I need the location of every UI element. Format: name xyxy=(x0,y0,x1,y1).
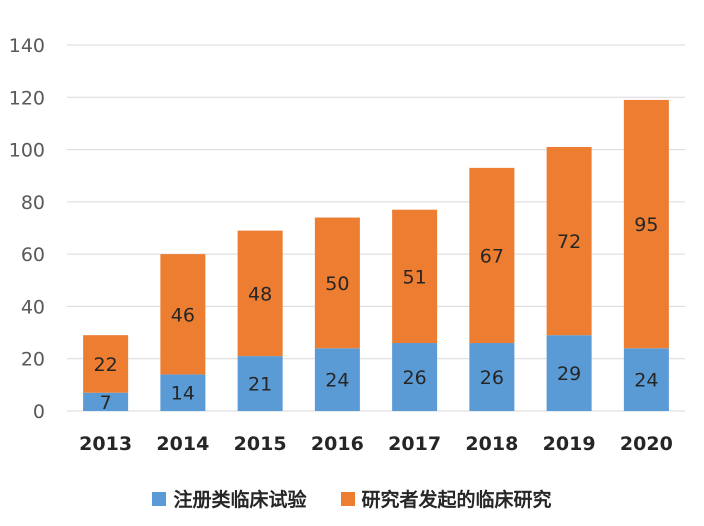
bar-series-1-2020 xyxy=(623,348,669,411)
bar-series-2-2020 xyxy=(623,99,669,349)
x-category-label-2016: 2016 xyxy=(311,433,364,455)
data-label-series-1-2014: 14 xyxy=(171,383,195,405)
x-category-label-2018: 2018 xyxy=(465,433,518,455)
legend-swatch-series-1 xyxy=(152,491,167,506)
data-labels: 7 22 14 46 21 48 24 50 26 51 26 67 29 72 24 95 xyxy=(94,214,659,414)
y-tick-label-0: 0 xyxy=(33,401,45,423)
bar-series-1-2013 xyxy=(83,392,129,411)
y-tick-label-80: 80 xyxy=(21,192,45,214)
data-label-series-1-2017: 26 xyxy=(403,367,427,389)
bars xyxy=(83,99,669,411)
x-category-label-2019: 2019 xyxy=(543,433,596,455)
bar-series-1-2015 xyxy=(237,356,283,411)
bar-series-1-2016 xyxy=(314,348,360,411)
data-label-series-2-2015: 48 xyxy=(248,283,272,305)
legend-label-series-2: 研究者发起的临床研究 xyxy=(361,489,552,511)
x-category-label-2014: 2014 xyxy=(156,433,209,455)
bar-series-2-2014 xyxy=(160,254,206,375)
bar-series-2-2017 xyxy=(392,209,438,344)
legend-swatch-series-2 xyxy=(340,491,355,506)
bar-series-2-2016 xyxy=(314,217,360,349)
y-tick-label-140: 140 xyxy=(9,35,45,57)
x-category-label-2015: 2015 xyxy=(234,433,287,455)
bar-series-1-2017 xyxy=(392,343,438,411)
data-label-series-2-2017: 51 xyxy=(403,266,427,288)
y-tick-label-20: 20 xyxy=(21,349,45,371)
y-tick-label-60: 60 xyxy=(21,244,45,266)
stacked-bar-chart: 0 20 40 60 80 100 120 140 7 22 14 46 21 48 24 50 26 51 26… xyxy=(9,35,685,455)
bar-series-1-2019 xyxy=(546,335,592,411)
data-label-series-2-2014: 46 xyxy=(171,304,195,326)
data-label-series-2-2019: 72 xyxy=(557,231,581,253)
y-tick-label-40: 40 xyxy=(21,296,45,318)
bar-series-2-2013 xyxy=(83,335,129,393)
bar-series-1-2014 xyxy=(160,374,206,411)
y-tick-label-120: 120 xyxy=(9,87,45,109)
x-category-label-2017: 2017 xyxy=(388,433,441,455)
bar-series-2-2019 xyxy=(546,146,592,336)
x-category-label-2020: 2020 xyxy=(620,433,673,455)
data-label-series-1-2018: 26 xyxy=(480,367,504,389)
legend-item-series-1: 注册类临床试验 xyxy=(152,485,307,512)
data-label-series-1-2015: 21 xyxy=(248,374,272,396)
legend-item-series-2: 研究者发起的临床研究 xyxy=(340,485,552,512)
data-label-series-1-2020: 24 xyxy=(634,370,658,392)
gridlines xyxy=(67,44,685,412)
y-axis-tick-labels: 0 20 40 60 80 100 120 140 xyxy=(9,35,45,423)
x-axis-category-labels: 2013 2014 2015 2016 2017 2018 2019 2020 xyxy=(79,433,673,455)
bar-series-2-2015 xyxy=(237,230,283,357)
bar-series-2-2018 xyxy=(469,167,515,344)
legend: 注册类临床试验 研究者发起的临床研究 xyxy=(0,485,704,512)
bar-series-1-2018 xyxy=(469,343,515,411)
data-label-series-1-2013: 7 xyxy=(100,392,112,414)
legend-label-series-1: 注册类临床试验 xyxy=(173,489,307,511)
data-label-series-2-2018: 67 xyxy=(480,245,504,267)
x-category-label-2013: 2013 xyxy=(79,433,132,455)
data-label-series-2-2016: 50 xyxy=(325,273,349,295)
data-label-series-2-2020: 95 xyxy=(634,214,658,236)
data-label-series-2-2013: 22 xyxy=(94,354,118,376)
data-label-series-1-2019: 29 xyxy=(557,363,581,385)
y-tick-label-100: 100 xyxy=(9,140,45,162)
data-label-series-1-2016: 24 xyxy=(325,370,349,392)
